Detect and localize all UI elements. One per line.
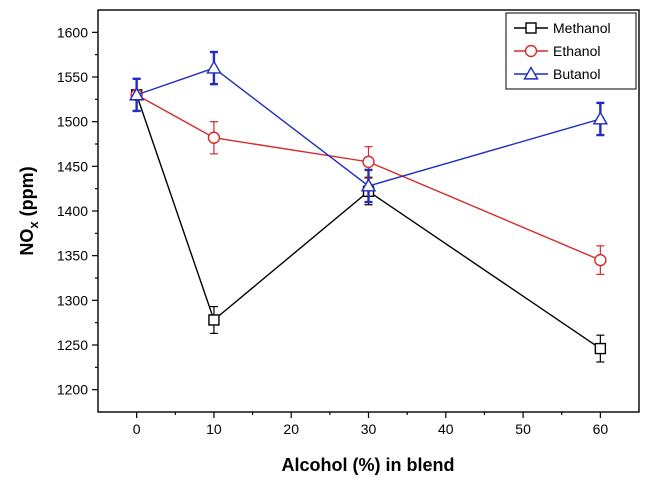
y-axis-title-unit: (ppm)	[17, 166, 37, 221]
legend-ethanol-marker	[524, 44, 538, 58]
ethanol-point	[362, 155, 375, 169]
y-axis-title-main: NO	[17, 229, 37, 256]
legend-ethanol-label: Ethanol	[553, 43, 600, 59]
y-tick-label: 1450	[57, 158, 88, 174]
series-methanol	[130, 78, 607, 363]
x-tick-label: 60	[593, 421, 609, 437]
x-axis-title: Alcohol (%) in blend	[282, 455, 455, 475]
y-axis-title-sub: x	[26, 221, 41, 229]
y-tick-label: 1200	[57, 382, 88, 398]
plot-axes: 0 10 20 30 40 50 60 1200 1250 1300 1350 1400 1450 150…	[57, 9, 640, 437]
ethanol-line	[136, 94, 601, 261]
y-tick-label: 1250	[57, 337, 88, 353]
y-tick-label: 1600	[57, 24, 88, 40]
legend: Methanol Ethanol Butanol	[505, 12, 637, 90]
legend-methanol-label: Methanol	[553, 20, 611, 36]
x-tick-label: 0	[133, 421, 141, 437]
butanol-point	[592, 111, 609, 125]
y-tick-label: 1500	[57, 114, 88, 130]
butanol-line	[136, 67, 601, 187]
butanol-point	[360, 178, 377, 192]
y-tick-label: 1400	[57, 203, 88, 219]
legend-butanol-marker	[523, 66, 539, 80]
legend-butanol-label: Butanol	[553, 66, 600, 82]
y-tick-label: 1300	[57, 292, 88, 308]
legend-methanol-marker	[525, 22, 537, 34]
x-tick-label: 10	[206, 421, 222, 437]
y-tick-label: 1550	[57, 69, 88, 85]
ethanol-point	[594, 253, 607, 267]
butanol-point	[128, 86, 145, 101]
series-butanol	[128, 50, 609, 204]
x-tick-label: 50	[515, 421, 531, 437]
ethanol-point	[207, 131, 221, 144]
x-tick-label: 30	[361, 421, 377, 437]
y-tick-label: 1350	[57, 248, 88, 264]
methanol-point	[594, 342, 607, 355]
methanol-point	[208, 314, 220, 326]
methanol-line	[135, 94, 601, 350]
y-axis-title: NOx (ppm)	[17, 166, 41, 255]
butanol-point	[206, 60, 222, 74]
x-tick-label: 20	[283, 421, 299, 437]
x-tick-label: 40	[438, 421, 454, 437]
series-layer	[128, 50, 609, 363]
